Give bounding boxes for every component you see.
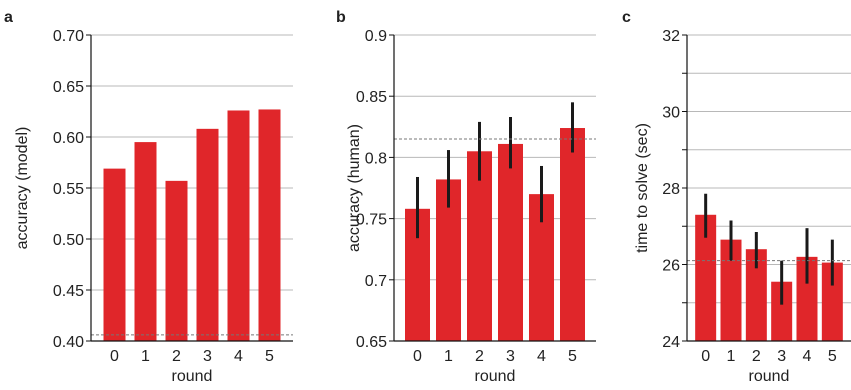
- panel-letter-a: a: [4, 9, 13, 26]
- x-tick-label: 1: [141, 348, 150, 365]
- bar: [134, 142, 157, 341]
- panel-letter-b: b: [336, 9, 346, 26]
- y-axis-label: time to solve (sec): [634, 123, 651, 253]
- bar: [196, 128, 219, 341]
- x-tick-label: 1: [444, 348, 453, 365]
- bar: [498, 143, 523, 341]
- x-tick-label: 1: [727, 348, 736, 365]
- bar: [821, 262, 843, 341]
- x-tick-label: 3: [777, 348, 786, 365]
- x-tick-label: 4: [537, 348, 546, 365]
- x-tick-label: 5: [828, 348, 837, 365]
- y-axis-label: accuracy (model): [14, 127, 31, 250]
- panel-c: c 24 26 28 30 32 0 1 2 3 4 5 round time to solve (se…: [622, 9, 851, 385]
- x-axis-label: round: [749, 368, 790, 385]
- y-tick-label: 30: [662, 105, 680, 122]
- bar: [103, 168, 126, 341]
- x-axis-label: round: [475, 368, 516, 385]
- y-tick-label: 0.45: [53, 283, 84, 300]
- y-tick-label: 24: [662, 334, 680, 351]
- y-tick-label: 0.75: [356, 212, 387, 229]
- y-tick-label: 0.7: [365, 273, 387, 290]
- y-tick-label: 0.8: [365, 150, 387, 167]
- panel-letter-c: c: [622, 9, 631, 26]
- x-tick-label: 5: [568, 348, 577, 365]
- y-tick-label: 0.85: [356, 89, 387, 106]
- bar: [165, 180, 188, 341]
- panel-a: a 0.40 0.45 0.50 0.55 0.60 0.65 0.70 0 1 2 3 4 5 roun…: [4, 9, 293, 385]
- y-tick-label: 0.40: [53, 334, 84, 351]
- x-tick-label: 2: [475, 348, 484, 365]
- y-tick-label: 26: [662, 258, 680, 275]
- bar: [560, 128, 585, 341]
- bar: [720, 239, 742, 341]
- x-axis-label: round: [172, 368, 213, 385]
- bar: [695, 214, 717, 341]
- x-tick-label: 3: [203, 348, 212, 365]
- y-tick-label: 0.60: [53, 130, 84, 147]
- panel-b: b 0.65 0.7 0.75 0.8 0.85 0.9 0 1 2 3 4 5 round accura…: [336, 9, 596, 385]
- x-tick-label: 4: [234, 348, 243, 365]
- x-tick-label: 0: [701, 348, 710, 365]
- y-tick-label: 0.55: [53, 181, 84, 198]
- bar: [771, 281, 793, 341]
- bar: [227, 110, 250, 341]
- y-tick-label: 0.9: [365, 28, 387, 45]
- x-tick-label: 2: [752, 348, 761, 365]
- x-tick-label: 5: [265, 348, 274, 365]
- y-tick-label: 32: [662, 28, 680, 45]
- bar: [258, 109, 281, 342]
- y-axis-label: accuracy (human): [346, 124, 363, 252]
- y-tick-label: 28: [662, 181, 680, 198]
- y-tick-label: 0.50: [53, 232, 84, 249]
- x-tick-label: 4: [803, 348, 812, 365]
- x-tick-label: 0: [110, 348, 119, 365]
- y-tick-label: 0.65: [53, 79, 84, 96]
- bar: [796, 256, 818, 341]
- x-tick-label: 2: [172, 348, 181, 365]
- y-tick-label: 0.70: [53, 28, 84, 45]
- bar: [467, 151, 492, 341]
- bar: [745, 249, 767, 341]
- x-tick-label: 0: [413, 348, 422, 365]
- x-tick-label: 3: [506, 348, 515, 365]
- y-tick-label: 0.65: [356, 334, 387, 351]
